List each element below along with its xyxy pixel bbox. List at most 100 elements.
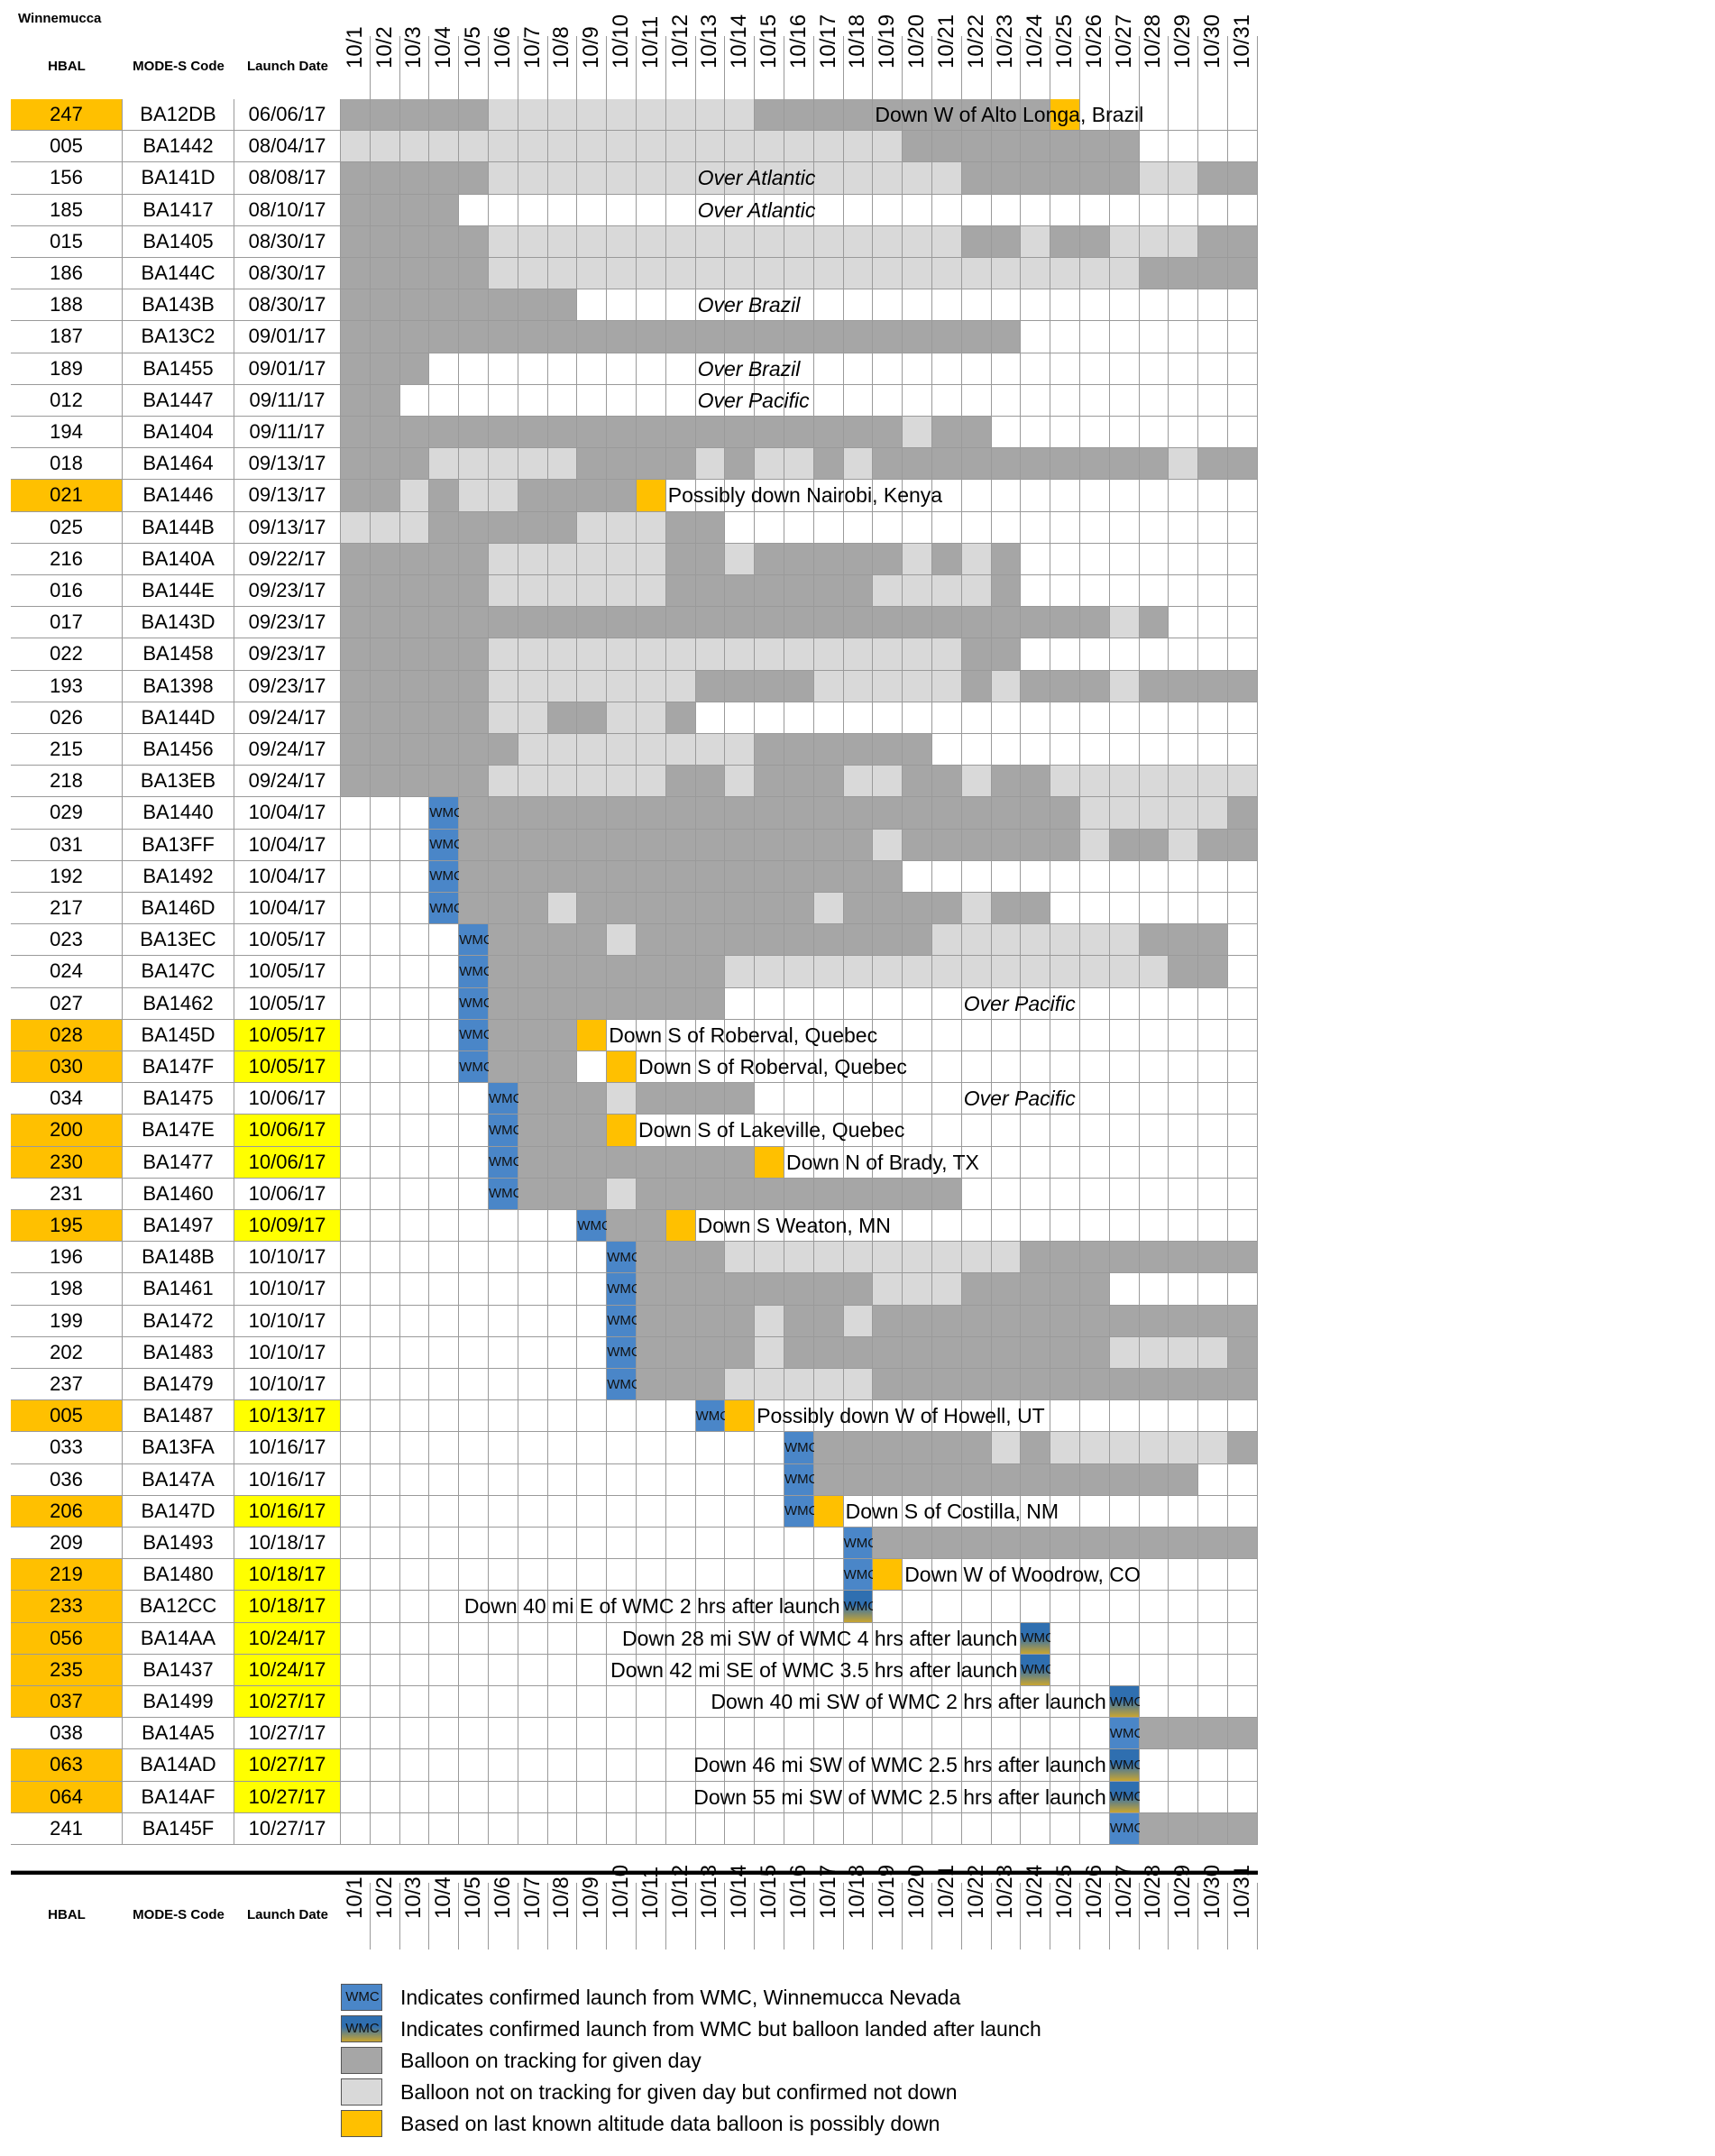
day-cell <box>429 1369 460 1401</box>
day-cell <box>1050 638 1080 671</box>
day-cell <box>1198 225 1228 258</box>
day-cell <box>1109 1083 1140 1115</box>
day-cell <box>341 543 371 575</box>
day-cell <box>1021 1242 1051 1274</box>
day-cell <box>1139 1336 1169 1369</box>
day-cell <box>903 1749 932 1782</box>
day-cell <box>695 1718 726 1750</box>
day-cell <box>489 1463 518 1496</box>
day-cell <box>459 1432 489 1464</box>
day-cell <box>547 1019 578 1051</box>
day-cell <box>873 321 903 353</box>
launch-date-cell: 09/23/17 <box>234 607 341 639</box>
day-cell <box>1198 1051 1228 1084</box>
day-cell <box>903 480 932 512</box>
day-cell <box>577 511 608 544</box>
status-note: Down 40 mi E of WMC 2 hrs after launch <box>463 1594 840 1619</box>
day-cell <box>784 162 814 195</box>
day-cell <box>518 670 548 702</box>
day-cell: WMC <box>429 893 463 925</box>
day-cell <box>637 670 666 702</box>
day-cell <box>459 1369 489 1401</box>
bottom-header-col-mode_s: MODE-S Code <box>133 1907 225 1922</box>
day-cell <box>1228 607 1258 639</box>
wmc-tag: WMC <box>784 1439 819 1455</box>
day-cell <box>695 924 726 957</box>
day-cell <box>341 1019 371 1051</box>
day-cell <box>1139 1019 1169 1051</box>
day-cell <box>341 1528 371 1560</box>
day-cell <box>1228 417 1258 449</box>
top-header-date-21: 10/21 <box>932 14 962 99</box>
day-cell <box>813 860 844 893</box>
day-cell <box>1228 734 1258 766</box>
day-cell <box>370 1273 400 1306</box>
day-cell <box>607 766 637 798</box>
day-cell <box>991 543 1022 575</box>
day-cell <box>843 702 874 734</box>
day-cell <box>1139 543 1169 575</box>
day-cell <box>784 99 814 132</box>
day-cell <box>429 1051 460 1084</box>
day-cell <box>784 1781 814 1813</box>
day-cell <box>489 766 518 798</box>
mode-s-cell: BA147D <box>123 1495 234 1528</box>
wmc-tag: WMC <box>489 1154 523 1170</box>
launch-date-cell: 08/04/17 <box>234 131 341 163</box>
day-cell <box>637 131 666 163</box>
day-cell <box>991 511 1022 544</box>
day-cell <box>399 956 430 988</box>
day-cell <box>932 1273 962 1306</box>
day-cell <box>903 797 932 830</box>
day-cell <box>932 1591 962 1623</box>
day-cell <box>1109 1305 1140 1337</box>
day-cell <box>577 543 608 575</box>
day-cell <box>429 956 460 988</box>
day-cell <box>1169 225 1199 258</box>
day-cell <box>370 829 400 861</box>
day-cell <box>903 194 932 226</box>
day-cell <box>843 1336 874 1369</box>
day-cell <box>429 734 460 766</box>
day-cell <box>725 1432 756 1464</box>
day-cell <box>1021 225 1051 258</box>
day-cell <box>725 321 756 353</box>
day-cell <box>518 1812 548 1845</box>
day-cell <box>1021 1051 1051 1084</box>
status-note: Over Pacific <box>963 991 1076 1015</box>
day-cell <box>429 1591 460 1623</box>
day-cell <box>813 987 844 1020</box>
day-cell <box>577 1083 608 1115</box>
day-cell <box>370 1654 400 1686</box>
day-cell <box>813 321 844 353</box>
day-cell <box>961 1400 992 1433</box>
day-cell <box>1080 99 1110 132</box>
day-cell <box>1080 194 1110 226</box>
day-cell <box>1021 1305 1051 1337</box>
day-cell <box>489 480 518 512</box>
day-cell <box>429 575 460 608</box>
day-cell <box>755 131 784 163</box>
day-cell <box>489 860 518 893</box>
status-note: Down S of Roberval, Quebec <box>609 1023 878 1047</box>
day-cell <box>577 258 608 290</box>
day-cell <box>1050 829 1080 861</box>
top-header-col-mode_s: MODE-S Code <box>133 59 225 74</box>
day-cell <box>784 670 814 702</box>
day-cell <box>755 417 784 449</box>
day-cell <box>1080 1083 1110 1115</box>
day-cell <box>518 417 548 449</box>
day-cell <box>1198 321 1228 353</box>
day-cell <box>725 1718 756 1750</box>
day-cell <box>903 162 932 195</box>
day-cell <box>784 511 814 544</box>
day-cell <box>725 1273 756 1306</box>
day-cell <box>784 575 814 608</box>
day-cell <box>1021 1749 1051 1782</box>
day-cell <box>1080 702 1110 734</box>
day-cell <box>1169 448 1199 481</box>
day-cell <box>932 734 962 766</box>
day-cell <box>725 1749 756 1782</box>
day-cell <box>547 1654 578 1686</box>
